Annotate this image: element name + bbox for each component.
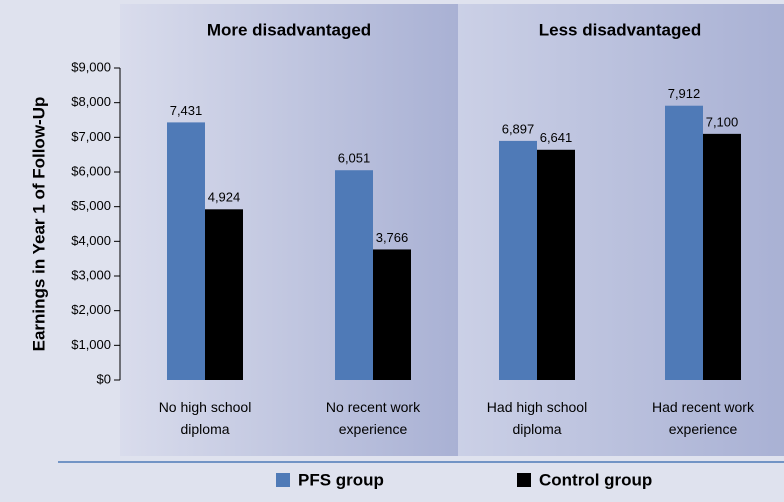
legend-swatch — [517, 473, 531, 487]
y-tick-label: $6,000 — [71, 163, 111, 178]
value-label: 6,051 — [338, 151, 371, 166]
x-tick-label: No high school diploma — [158, 399, 252, 437]
legend-label: PFS group — [298, 470, 384, 489]
value-label: 6,897 — [502, 121, 535, 136]
bar — [499, 140, 537, 380]
value-label: 7,912 — [668, 86, 701, 101]
bar — [665, 105, 703, 380]
bar — [537, 149, 575, 380]
y-tick-label: $2,000 — [71, 302, 111, 317]
y-axis-label: Earnings in Year 1 of Follow-Up — [29, 97, 48, 352]
y-tick-label: $1,000 — [71, 337, 111, 352]
x-tick-label: Had high school diploma — [486, 399, 588, 437]
y-tick-label: $7,000 — [71, 129, 111, 144]
x-tick-label: Had recent work experience — [652, 399, 754, 437]
group-label: More disadvantaged — [207, 20, 371, 39]
legend-label: Control group — [539, 470, 652, 489]
y-tick-label: $4,000 — [71, 233, 111, 248]
value-label: 7,431 — [170, 103, 203, 118]
bar — [335, 170, 373, 380]
value-label: 7,100 — [706, 114, 739, 129]
y-tick-label: $8,000 — [71, 94, 111, 109]
bar — [167, 122, 205, 380]
group-label: Less disadvantaged — [539, 20, 702, 39]
value-label: 6,641 — [540, 130, 573, 145]
bar — [205, 209, 243, 380]
y-tick-label: $9,000 — [71, 59, 111, 74]
x-tick-label: No recent work experience — [325, 399, 421, 437]
y-tick-label: $5,000 — [71, 198, 111, 213]
value-label: 4,924 — [208, 190, 241, 205]
legend-swatch — [276, 473, 290, 487]
y-tick-label: $3,000 — [71, 267, 111, 282]
y-tick-label: $0 — [97, 371, 111, 386]
value-label: 3,766 — [376, 230, 409, 245]
bar — [703, 133, 741, 380]
bar — [373, 249, 411, 380]
